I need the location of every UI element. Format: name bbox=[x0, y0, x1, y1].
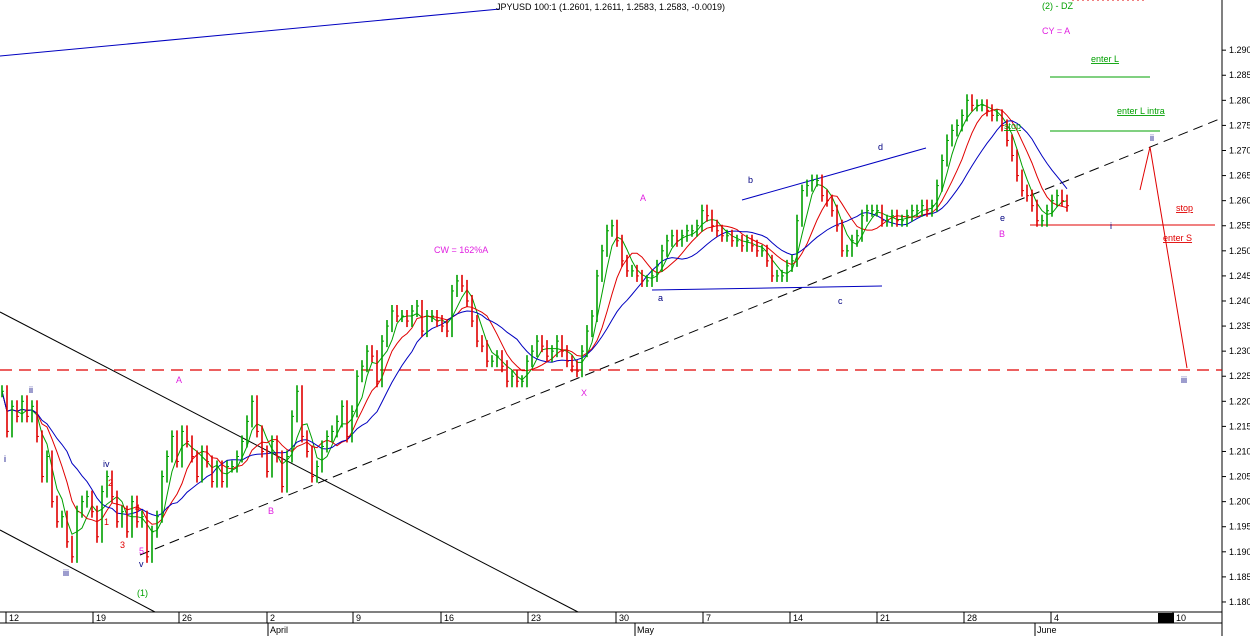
wave-b-small: b bbox=[748, 175, 753, 185]
price-bars bbox=[1, 0, 1144, 563]
wave-b-right: B bbox=[999, 229, 1005, 239]
wave-i-left: i bbox=[4, 454, 6, 464]
y-tick-label: 1.190 bbox=[1229, 547, 1250, 557]
y-tick-label: 1.200 bbox=[1229, 497, 1250, 507]
month-label: June bbox=[1037, 625, 1057, 635]
wave-5: 5 bbox=[139, 546, 144, 556]
x-tick-label: 14 bbox=[793, 613, 803, 623]
projection-lead bbox=[1139, 146, 1151, 191]
y-tick-label: 1.225 bbox=[1229, 371, 1250, 381]
dz-annotation: (2) - DZ bbox=[1042, 1, 1073, 11]
ma-slow-line bbox=[1, 120, 1068, 517]
enter-s-annotation: enter S bbox=[1163, 233, 1192, 243]
y-tick-label: 1.235 bbox=[1229, 321, 1250, 331]
blue-base-line bbox=[651, 285, 883, 291]
cy-annotation: CY = A bbox=[1042, 26, 1070, 36]
current-date-marker bbox=[1158, 613, 1174, 623]
y-tick-label: 1.230 bbox=[1229, 346, 1250, 356]
projection-line bbox=[1149, 146, 1188, 369]
wave-i-right: i bbox=[1110, 221, 1112, 231]
wave-d-small: d bbox=[878, 142, 883, 152]
wave-3: 3 bbox=[120, 540, 125, 550]
y-tick-label: 1.250 bbox=[1229, 246, 1250, 256]
wave-a-top: A bbox=[640, 193, 646, 203]
wave-e-small: e bbox=[1000, 213, 1005, 223]
stop-top-annotation: stop bbox=[1004, 121, 1021, 131]
y-tick-label: 1.215 bbox=[1229, 421, 1250, 431]
enter-l-intra-annotation: enter L intra bbox=[1117, 106, 1165, 116]
y-tick-group: 1.290 1.285 1.280 1.275 1.270 1.265 1.260 1.255… bbox=[1222, 45, 1250, 607]
wave-a-small: a bbox=[658, 293, 663, 303]
y-tick-label: 1.220 bbox=[1229, 396, 1250, 406]
downtrend-channel-lower bbox=[0, 529, 156, 613]
wave-1-paren: (1) bbox=[137, 588, 148, 598]
wave-iv: iv bbox=[103, 459, 110, 469]
x-tick-label: 28 bbox=[967, 613, 977, 623]
upper-blue-trendline bbox=[0, 8, 501, 57]
x-tick-label: 26 bbox=[182, 613, 192, 623]
blue-upper-channel bbox=[741, 147, 927, 201]
y-tick-label: 1.180 bbox=[1229, 597, 1250, 607]
y-tick-label: 1.280 bbox=[1229, 95, 1250, 105]
stop-right-annotation: stop bbox=[1176, 203, 1193, 213]
y-tick-label: 1.185 bbox=[1229, 572, 1250, 582]
y-tick-label: 1.240 bbox=[1229, 296, 1250, 306]
y-tick-label: 1.265 bbox=[1229, 171, 1250, 181]
wave-c-small: c bbox=[838, 296, 843, 306]
cw-annotation: CW = 162%A bbox=[434, 245, 488, 255]
x-tick-label: 10 bbox=[1176, 613, 1186, 623]
x-tick-label: 7 bbox=[706, 613, 711, 623]
x-tick-label: 9 bbox=[356, 613, 361, 623]
y-tick-label: 1.290 bbox=[1229, 45, 1250, 55]
ma-fast-line bbox=[1, 103, 1068, 535]
x-tick-label: 21 bbox=[880, 613, 890, 623]
wave-x: X bbox=[581, 388, 587, 398]
y-tick-label: 1.260 bbox=[1229, 196, 1250, 206]
y-tick-label: 1.285 bbox=[1229, 70, 1250, 80]
x-tick-group: 12 19 26 2 9 16 23 30 7 14 21 28 4 10 April May June bbox=[5, 612, 1186, 636]
y-tick-label: 1.255 bbox=[1229, 221, 1250, 231]
dashed-uptrend-line bbox=[139, 117, 1223, 556]
x-tick-label: 23 bbox=[531, 613, 541, 623]
x-tick-label: 12 bbox=[9, 613, 19, 623]
wave-v: v bbox=[139, 559, 144, 569]
downtrend-channel-upper bbox=[0, 311, 579, 613]
x-tick-label: 30 bbox=[619, 613, 629, 623]
y-tick-label: 1.210 bbox=[1229, 446, 1250, 456]
wave-4: 4 bbox=[135, 503, 140, 513]
moving-averages bbox=[1, 103, 1068, 535]
wave-2: 2 bbox=[108, 478, 113, 488]
month-label: April bbox=[270, 625, 288, 635]
y-tick-label: 1.245 bbox=[1229, 271, 1250, 281]
y-tick-label: 1.270 bbox=[1229, 145, 1250, 155]
wave-a-left: A bbox=[176, 375, 182, 385]
chart-title: JPYUSD 100:1 (1.2601, 1.2611, 1.2583, 1.… bbox=[496, 2, 725, 12]
ma-mid-line bbox=[1, 108, 1068, 525]
wave-1: 1 bbox=[104, 517, 109, 527]
x-tick-label: 19 bbox=[96, 613, 106, 623]
x-tick-label: 4 bbox=[1054, 613, 1059, 623]
wave-iii-left: iii bbox=[63, 568, 69, 578]
wave-ii-left: ii bbox=[29, 385, 33, 395]
x-tick-label: 16 bbox=[444, 613, 454, 623]
y-tick-label: 1.195 bbox=[1229, 522, 1250, 532]
y-tick-label: 1.275 bbox=[1229, 120, 1250, 130]
y-tick-label: 1.205 bbox=[1229, 472, 1250, 482]
month-label: May bbox=[637, 625, 655, 635]
wave-iii-right: iii bbox=[1181, 375, 1187, 385]
wave-b-low: B bbox=[268, 506, 274, 516]
x-tick-label: 2 bbox=[270, 613, 275, 623]
wave-ii-right: ii bbox=[1150, 133, 1154, 143]
enter-l-annotation: enter L bbox=[1091, 54, 1119, 64]
